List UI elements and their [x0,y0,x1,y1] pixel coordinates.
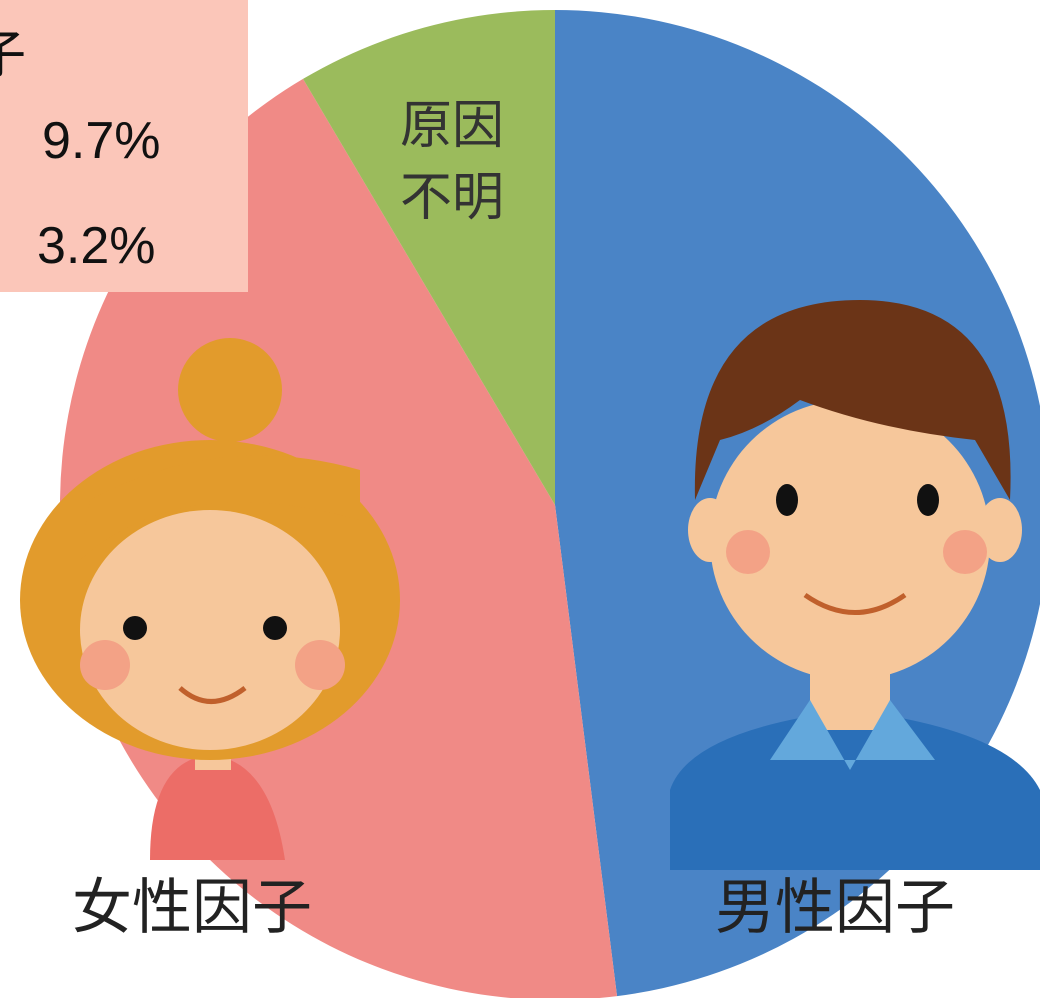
page: 男性因子 女性因子 原因不明 子 9.7% 3.2% [0,0,1040,998]
slice-label: 女性因子 [72,878,312,938]
slice-label: 男性因子 [715,878,955,938]
slice-label: 原因不明 [400,90,520,234]
annotation: 3.2% [37,220,156,272]
annotation: 9.7% [42,115,161,167]
annotation: 子 [0,30,26,82]
